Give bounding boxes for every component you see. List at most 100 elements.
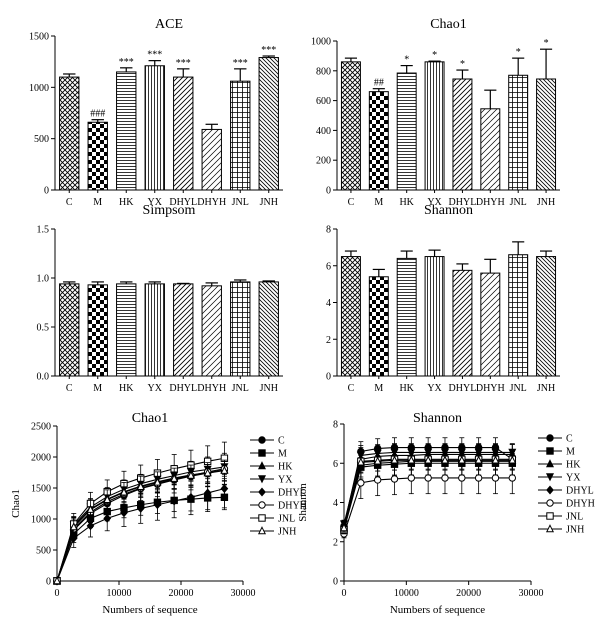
data-point-JNH: [69, 522, 78, 531]
x-tick-label-HK: HK: [399, 383, 414, 394]
chart-title: ACE: [155, 17, 183, 32]
y-tick-label: 0: [326, 372, 331, 383]
bar-HK: [396, 257, 417, 377]
y-tick-label: 500: [36, 546, 51, 557]
bar-chart-3: Shannon 0 2 4 6 8 C M HK YX DHYL DHYH JNL JNH: [326, 203, 560, 394]
bar-JNH: [536, 78, 557, 191]
y-tick-label: 0.0: [37, 372, 50, 383]
y-tick-label: 0: [44, 186, 49, 197]
legend-marker-JNH: [257, 526, 267, 535]
data-point-DHYH: [407, 474, 416, 482]
bar-HK: [116, 283, 137, 377]
legend-label-DHYL: DHYL: [278, 488, 306, 499]
bar-chart-0: ACE 0 500 1000 1500 C M ### HK *** YX *** DHYL *** DHY…: [29, 17, 283, 208]
y-tick-label: 6: [333, 459, 338, 470]
legend-label-JNH: JNH: [278, 527, 296, 538]
x-tick-label: 30000: [231, 588, 256, 599]
bar-DHYL: [173, 76, 194, 191]
legend-label-DHYH: DHYH: [566, 499, 595, 510]
legend-marker-JNL: [546, 512, 554, 520]
x-tick-label-JNL: JNL: [510, 197, 527, 208]
data-point-JNH: [86, 504, 95, 513]
bar-M: [368, 276, 389, 377]
bar-YX: [424, 61, 445, 191]
x-tick-label-HK: HK: [399, 197, 414, 208]
data-point-JNH: [457, 455, 466, 464]
x-tick-label: 20000: [169, 588, 194, 599]
series-JNH: [52, 459, 229, 585]
data-point-JNH: [373, 456, 382, 465]
x-axis-label: Numbers of sequence: [102, 604, 197, 616]
significance-label: ***: [176, 58, 191, 69]
data-point-JNH: [440, 455, 449, 464]
x-axis-label: Numbers of sequence: [390, 604, 485, 616]
significance-label: ##: [374, 78, 384, 89]
bar-HK: [396, 72, 417, 191]
legend-marker-M: [258, 449, 266, 457]
x-tick-label-M: M: [93, 197, 102, 208]
legend-marker-C: [258, 436, 266, 444]
significance-label: *: [404, 55, 409, 66]
data-point-JNH: [491, 455, 500, 464]
bar-HK: [116, 71, 137, 191]
x-tick-label-M: M: [374, 383, 383, 394]
data-point-JNH: [356, 457, 365, 466]
x-tick-label-YX: YX: [148, 197, 163, 208]
y-tick-label: 8: [333, 420, 338, 431]
y-tick-label: 1.0: [37, 274, 50, 285]
x-tick-label-DHYH: DHYH: [197, 197, 226, 208]
bar-JNL: [230, 281, 251, 377]
y-tick-label: 6: [326, 261, 331, 272]
y-tick-label: 2: [333, 537, 338, 548]
significance-label: ***: [119, 57, 134, 68]
bar-C: [340, 61, 361, 191]
x-tick-label-JNL: JNL: [232, 383, 249, 394]
data-point-DHYL: [136, 503, 145, 513]
x-tick-label-DHYL: DHYL: [169, 197, 197, 208]
legend-label-JNL: JNL: [278, 514, 295, 525]
data-point-JNH: [339, 523, 349, 532]
data-point-JNH: [508, 455, 517, 464]
data-point-JNH: [474, 455, 483, 464]
x-tick-label-DHYL: DHYL: [169, 383, 197, 394]
y-tick-label: 1.5: [37, 225, 50, 236]
legend-marker-DHYL: [546, 485, 554, 495]
data-point-DHYL: [187, 492, 195, 502]
y-axis-label: Chao1: [10, 489, 22, 518]
chart-title: Simpsom: [143, 203, 196, 218]
legend-marker-HK: [545, 459, 555, 468]
data-point-DHYH: [357, 479, 365, 487]
x-tick-label-DHYH: DHYH: [197, 383, 226, 394]
bar-M: [87, 284, 108, 377]
bar-DHYL: [452, 269, 473, 377]
x-tick-label-DHYH: DHYH: [476, 197, 505, 208]
bar-YX: [144, 283, 165, 377]
x-tick-label-DHYL: DHYL: [449, 197, 477, 208]
legend-label-C: C: [566, 434, 573, 445]
legend-label-HK: HK: [566, 460, 581, 471]
significance-label: ###: [90, 109, 105, 120]
bar-DHYH: [201, 128, 222, 191]
significance-label: *: [432, 50, 437, 61]
significance-label: *: [516, 47, 521, 58]
legend-label-JNH: JNH: [566, 525, 584, 536]
x-tick-label-C: C: [348, 383, 355, 394]
legend-label-YX: YX: [278, 475, 293, 486]
data-point-DHYL: [120, 508, 128, 518]
line-chart-4: Chao1 0 500 1000 1500 2000 2500 0 10000 20000 3000…: [10, 411, 307, 616]
bar-chart-2: Simpsom 0.0 0.5 1.0 1.5 C M HK YX DHYL DHYH JNL JNH: [37, 203, 283, 394]
data-point-JNH: [136, 481, 145, 490]
data-point-DHYH: [373, 476, 382, 484]
data-point-DHYL: [86, 521, 95, 531]
data-point-JNH: [407, 455, 416, 464]
legend-label-DHYH: DHYH: [278, 501, 307, 512]
y-tick-label: 1500: [31, 484, 51, 495]
legend-label-DHYL: DHYL: [566, 486, 594, 497]
bar-JNL: [508, 74, 529, 191]
y-tick-label: 4: [333, 498, 338, 509]
x-tick-label: 20000: [456, 588, 481, 599]
x-tick-label-JNH: JNH: [260, 383, 278, 394]
significance-label: ***: [147, 50, 162, 61]
data-point-DHYL: [203, 488, 212, 498]
x-tick-label-YX: YX: [427, 197, 442, 208]
